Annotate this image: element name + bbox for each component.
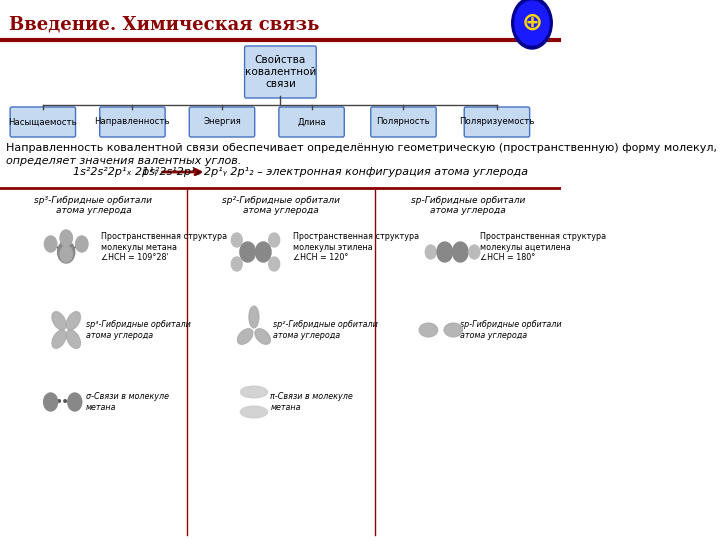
Text: sp²-Гибридные орбитали
атома углерода: sp²-Гибридные орбитали атома углерода — [222, 196, 340, 215]
Ellipse shape — [240, 386, 268, 398]
Ellipse shape — [52, 330, 66, 348]
FancyBboxPatch shape — [99, 107, 165, 137]
Ellipse shape — [240, 406, 268, 418]
Ellipse shape — [238, 329, 253, 345]
FancyBboxPatch shape — [245, 46, 316, 98]
Text: Длина: Длина — [297, 118, 326, 126]
Circle shape — [269, 233, 279, 247]
Ellipse shape — [255, 329, 271, 345]
Circle shape — [60, 230, 73, 246]
Ellipse shape — [419, 323, 438, 337]
Ellipse shape — [66, 330, 81, 348]
Text: Введение. Химическая связь: Введение. Химическая связь — [9, 15, 320, 33]
Text: σ-Связи в молекуле
метана: σ-Связи в молекуле метана — [86, 392, 168, 411]
Text: π-Связи в молекуле
метана: π-Связи в молекуле метана — [270, 392, 353, 411]
Circle shape — [60, 246, 73, 262]
Ellipse shape — [249, 306, 259, 328]
Text: sp-Гибридные орбитали
атома углерода: sp-Гибридные орбитали атома углерода — [460, 320, 562, 340]
FancyBboxPatch shape — [279, 107, 344, 137]
Circle shape — [68, 393, 82, 411]
Text: определяет значения валентных углов.: определяет значения валентных углов. — [6, 156, 241, 166]
FancyBboxPatch shape — [464, 107, 530, 137]
Text: 1s²2s²2p¹ₓ 2p¹ᵧ: 1s²2s²2p¹ₓ 2p¹ᵧ — [73, 167, 158, 177]
Text: •: • — [61, 395, 70, 409]
Text: sp-Гибридные орбитали
атома углерода: sp-Гибридные орбитали атома углерода — [411, 196, 526, 215]
Ellipse shape — [66, 312, 81, 330]
Text: Пространственная структура
молекулы этилена
∠HCH = 120°: Пространственная структура молекулы этил… — [293, 232, 419, 262]
Circle shape — [58, 241, 75, 263]
Circle shape — [44, 393, 58, 411]
FancyBboxPatch shape — [10, 107, 76, 137]
Circle shape — [240, 242, 256, 262]
Ellipse shape — [444, 323, 463, 337]
Circle shape — [426, 245, 436, 259]
Text: Насыщаемость: Насыщаемость — [9, 118, 77, 126]
Circle shape — [469, 245, 480, 259]
Circle shape — [453, 242, 468, 262]
Circle shape — [269, 257, 279, 271]
Text: Энергия: Энергия — [203, 118, 241, 126]
Text: Полярность: Полярность — [377, 118, 431, 126]
Circle shape — [76, 236, 88, 252]
Text: sp³-Гибридные орбитали
атома углерода: sp³-Гибридные орбитали атома углерода — [86, 320, 191, 340]
Circle shape — [256, 242, 271, 262]
FancyBboxPatch shape — [189, 107, 255, 137]
Circle shape — [231, 257, 242, 271]
Text: Направленность ковалентной связи обеспечивает определённую геометрическую (прост: Направленность ковалентной связи обеспеч… — [6, 143, 717, 153]
Text: •: • — [55, 395, 63, 409]
Circle shape — [515, 1, 549, 45]
Text: 1s²2s¹2p¹ₓ 2p¹ᵧ 2p¹₂ – электронная конфигурация атома углерода: 1s²2s¹2p¹ₓ 2p¹ᵧ 2p¹₂ – электронная конфи… — [142, 167, 528, 177]
Text: Поляризуемость: Поляризуемость — [459, 118, 535, 126]
FancyBboxPatch shape — [371, 107, 436, 137]
Circle shape — [231, 233, 242, 247]
Circle shape — [437, 242, 453, 262]
Circle shape — [45, 236, 57, 252]
Text: sp²-Гибридные орбитали
атома углерода: sp²-Гибридные орбитали атома углерода — [274, 320, 378, 340]
Text: Пространственная структура
молекулы метана
∠HCH = 109°28': Пространственная структура молекулы мета… — [102, 232, 228, 262]
Ellipse shape — [52, 312, 66, 330]
Text: Свойства
ковалентной
связи: Свойства ковалентной связи — [245, 56, 316, 89]
Text: ⊕: ⊕ — [521, 11, 542, 35]
Text: Пространственная структура
молекулы ацетилена
∠HCH = 180°: Пространственная структура молекулы ацет… — [480, 232, 606, 262]
Text: sp³-Гибридные орбитали
атома углерода: sp³-Гибридные орбитали атома углерода — [35, 196, 153, 215]
Text: Направленность: Направленность — [94, 118, 170, 126]
Circle shape — [512, 0, 552, 49]
